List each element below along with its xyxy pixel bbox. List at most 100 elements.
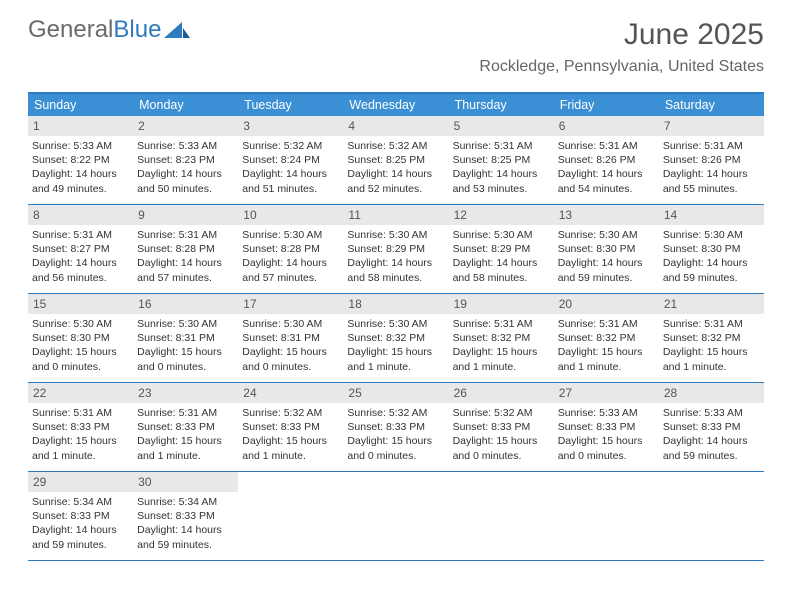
day-cell: 15Sunrise: 5:30 AMSunset: 8:30 PMDayligh… (28, 294, 133, 382)
day-number: 7 (659, 116, 764, 136)
day-cell: 6Sunrise: 5:31 AMSunset: 8:26 PMDaylight… (554, 116, 659, 204)
empty-cell (343, 472, 448, 560)
daylight-line: Daylight: 14 hours and 59 minutes. (663, 256, 760, 284)
day-number: 9 (133, 205, 238, 225)
day-info: Sunrise: 5:30 AMSunset: 8:29 PMDaylight:… (453, 228, 550, 285)
day-info: Sunrise: 5:31 AMSunset: 8:27 PMDaylight:… (32, 228, 129, 285)
sunrise-line: Sunrise: 5:30 AM (242, 317, 339, 331)
week-row: 8Sunrise: 5:31 AMSunset: 8:27 PMDaylight… (28, 205, 764, 294)
day-cell: 13Sunrise: 5:30 AMSunset: 8:30 PMDayligh… (554, 205, 659, 293)
day-cell: 2 Sunrise: 5:33 AMSunset: 8:23 PMDaylight… (133, 116, 238, 204)
sunrise-line: Sunrise: 5:31 AM (663, 139, 760, 153)
title-block: June 2025 Rockledge, Pennsylvania, Unite… (479, 18, 764, 76)
sunrise-line: Sunrise: 5:31 AM (558, 317, 655, 331)
day-info: Sunrise: 5:30 AMSunset: 8:30 PMDaylight:… (32, 317, 129, 374)
day-number: 1 (28, 116, 133, 136)
daylight-line: Daylight: 15 hours and 0 minutes. (32, 345, 129, 373)
day-number: 19 (449, 294, 554, 314)
daylight-line: Daylight: 15 hours and 1 minute. (453, 345, 550, 373)
empty-cell (449, 472, 554, 560)
sunrise-line: Sunrise: 5:30 AM (242, 228, 339, 242)
sunrise-line: Sunrise: 5:30 AM (32, 317, 129, 331)
sunrise-line: Sunrise: 5:34 AM (32, 495, 129, 509)
sunset-line: Sunset: 8:25 PM (453, 153, 550, 167)
sunrise-line: Sunrise: 5:33 AM (137, 139, 234, 153)
day-cell: 5Sunrise: 5:31 AMSunset: 8:25 PMDaylight… (449, 116, 554, 204)
sunset-line: Sunset: 8:32 PM (558, 331, 655, 345)
sunset-line: Sunset: 8:29 PM (347, 242, 444, 256)
sunset-line: Sunset: 8:25 PM (347, 153, 444, 167)
dow-header: Friday (554, 94, 659, 116)
day-info: Sunrise: 5:32 AMSunset: 8:24 PMDaylight:… (242, 139, 339, 196)
sunrise-line: Sunrise: 5:34 AM (137, 495, 234, 509)
day-cell: 7Sunrise: 5:31 AMSunset: 8:26 PMDaylight… (659, 116, 764, 204)
day-info: Sunrise: 5:31 AMSunset: 8:28 PMDaylight:… (137, 228, 234, 285)
day-info: Sunrise: 5:31 AMSunset: 8:33 PMDaylight:… (137, 406, 234, 463)
day-info: Sunrise: 5:31 AMSunset: 8:32 PMDaylight:… (558, 317, 655, 374)
day-cell: 23 Sunrise: 5:31 AMSunset: 8:33 PMDayligh… (133, 383, 238, 471)
day-cell: 3 Sunrise: 5:32 AMSunset: 8:24 PMDaylight… (238, 116, 343, 204)
sunrise-line: Sunrise: 5:31 AM (558, 139, 655, 153)
sunset-line: Sunset: 8:27 PM (32, 242, 129, 256)
day-cell: 10 Sunrise: 5:30 AMSunset: 8:28 PMDayligh… (238, 205, 343, 293)
day-number: 18 (343, 294, 448, 314)
day-info: Sunrise: 5:31 AMSunset: 8:32 PMDaylight:… (453, 317, 550, 374)
sunrise-line: Sunrise: 5:31 AM (32, 228, 129, 242)
sunrise-line: Sunrise: 5:32 AM (347, 139, 444, 153)
day-cell: 20Sunrise: 5:31 AMSunset: 8:32 PMDayligh… (554, 294, 659, 382)
sunrise-line: Sunrise: 5:30 AM (558, 228, 655, 242)
daylight-line: Daylight: 14 hours and 54 minutes. (558, 167, 655, 195)
dow-header: Tuesday (238, 94, 343, 116)
day-number: 3 (238, 116, 343, 136)
day-number: 26 (449, 383, 554, 403)
day-info: Sunrise: 5:33 AMSunset: 8:23 PMDaylight:… (137, 139, 234, 196)
day-info: Sunrise: 5:30 AMSunset: 8:28 PMDaylight:… (242, 228, 339, 285)
daylight-line: Daylight: 15 hours and 0 minutes. (242, 345, 339, 373)
day-number: 2 (133, 116, 238, 136)
sunrise-line: Sunrise: 5:31 AM (453, 139, 550, 153)
day-info: Sunrise: 5:32 AMSunset: 8:25 PMDaylight:… (347, 139, 444, 196)
day-number: 10 (238, 205, 343, 225)
day-cell: 11Sunrise: 5:30 AMSunset: 8:29 PMDayligh… (343, 205, 448, 293)
sunset-line: Sunset: 8:30 PM (663, 242, 760, 256)
sunrise-line: Sunrise: 5:33 AM (32, 139, 129, 153)
sunset-line: Sunset: 8:31 PM (137, 331, 234, 345)
daylight-line: Daylight: 14 hours and 57 minutes. (242, 256, 339, 284)
day-cell: 1 Sunrise: 5:33 AMSunset: 8:22 PMDaylight… (28, 116, 133, 204)
logo-sail-icon (164, 20, 190, 40)
day-info: Sunrise: 5:31 AMSunset: 8:32 PMDaylight:… (663, 317, 760, 374)
sunset-line: Sunset: 8:32 PM (453, 331, 550, 345)
daylight-line: Daylight: 15 hours and 0 minutes. (558, 434, 655, 462)
dow-header: Monday (133, 94, 238, 116)
daylight-line: Daylight: 15 hours and 1 minute. (663, 345, 760, 373)
sunrise-line: Sunrise: 5:31 AM (137, 406, 234, 420)
sunrise-line: Sunrise: 5:31 AM (32, 406, 129, 420)
day-info: Sunrise: 5:33 AMSunset: 8:33 PMDaylight:… (558, 406, 655, 463)
day-info: Sunrise: 5:34 AMSunset: 8:33 PMDaylight:… (32, 495, 129, 552)
day-info: Sunrise: 5:30 AMSunset: 8:30 PMDaylight:… (663, 228, 760, 285)
day-number: 23 (133, 383, 238, 403)
day-cell: 8Sunrise: 5:31 AMSunset: 8:27 PMDaylight… (28, 205, 133, 293)
sunrise-line: Sunrise: 5:32 AM (242, 139, 339, 153)
day-info: Sunrise: 5:31 AMSunset: 8:25 PMDaylight:… (453, 139, 550, 196)
day-info: Sunrise: 5:34 AMSunset: 8:33 PMDaylight:… (137, 495, 234, 552)
daylight-line: Daylight: 14 hours and 53 minutes. (453, 167, 550, 195)
day-number: 21 (659, 294, 764, 314)
sunrise-line: Sunrise: 5:32 AM (453, 406, 550, 420)
day-number: 30 (133, 472, 238, 492)
header: GeneralBlue June 2025 Rockledge, Pennsyl… (0, 0, 792, 82)
dow-header: Thursday (449, 94, 554, 116)
day-cell: 26Sunrise: 5:32 AMSunset: 8:33 PMDayligh… (449, 383, 554, 471)
sunset-line: Sunset: 8:30 PM (558, 242, 655, 256)
day-cell: 27Sunrise: 5:33 AMSunset: 8:33 PMDayligh… (554, 383, 659, 471)
daylight-line: Daylight: 14 hours and 59 minutes. (32, 523, 129, 551)
logo-text-1: General (28, 18, 113, 42)
logo: GeneralBlue (28, 18, 190, 42)
dow-header-row: SundayMondayTuesdayWednesdayThursdayFrid… (28, 94, 764, 116)
day-number: 4 (343, 116, 448, 136)
dow-header: Saturday (659, 94, 764, 116)
day-number: 24 (238, 383, 343, 403)
logo-text-2: Blue (113, 18, 161, 42)
day-info: Sunrise: 5:33 AMSunset: 8:22 PMDaylight:… (32, 139, 129, 196)
sunrise-line: Sunrise: 5:31 AM (663, 317, 760, 331)
